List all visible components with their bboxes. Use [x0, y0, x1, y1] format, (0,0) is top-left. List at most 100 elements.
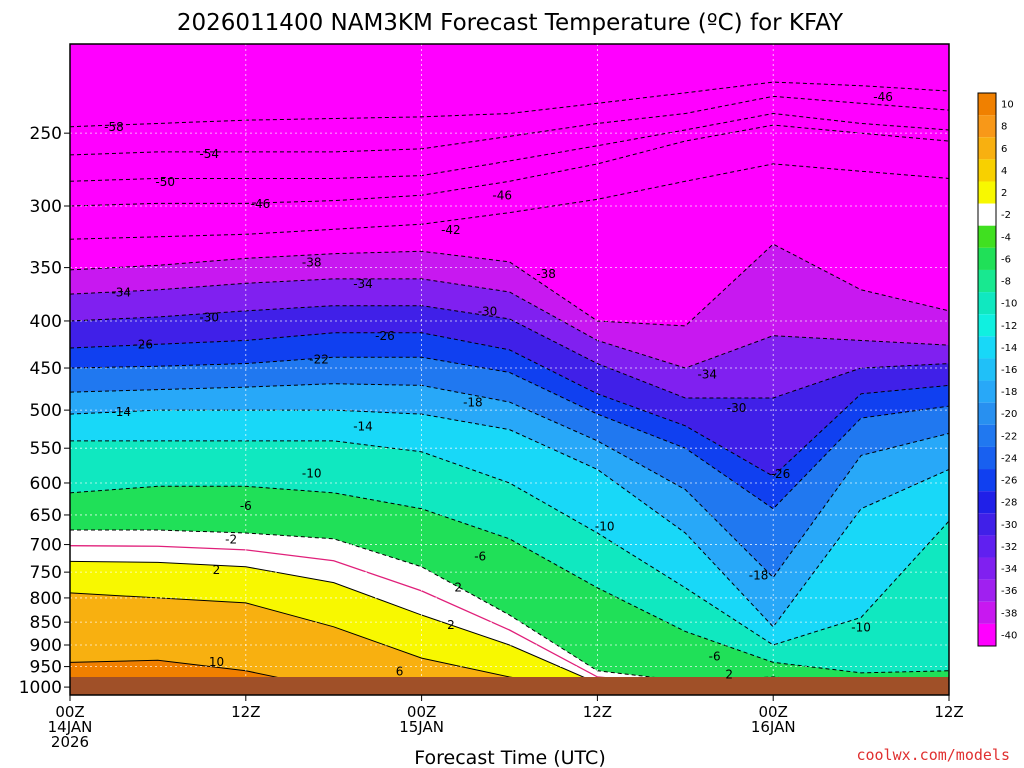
contour-label: 2: [447, 618, 455, 632]
colorbar-swatch: [978, 269, 996, 293]
isotherm--30: [70, 305, 949, 399]
x-tick-label: 12Z: [934, 703, 963, 721]
colorbar-label: -14: [1001, 343, 1017, 354]
y-tick-label: 500: [30, 401, 62, 421]
colorbar-swatch: [978, 159, 996, 182]
isotherm--22: [70, 356, 949, 510]
x-tick-label: 00Z: [407, 703, 436, 721]
colorbar-label: -40: [1001, 630, 1017, 641]
colorbar-frame: [977, 92, 997, 647]
x-tick-label: 00Z: [55, 703, 84, 721]
contour-label: -26: [771, 467, 791, 481]
contour-label: -6: [709, 649, 721, 663]
contour-label: -2: [225, 532, 237, 546]
colorbar-swatch: [978, 358, 996, 381]
y-tick-label: 900: [30, 636, 62, 656]
x-tick-label: 15JAN: [399, 718, 444, 736]
colorbar-label: -10: [1001, 299, 1017, 310]
contour-label: 2: [725, 668, 733, 682]
contour-label: -46: [873, 90, 893, 104]
isotherm--54: [70, 95, 949, 156]
colorbar-swatch: [978, 292, 996, 315]
contour-label: 2: [213, 563, 221, 577]
colorbar-swatch: [978, 137, 996, 160]
colorbar-label: -22: [1001, 431, 1017, 442]
isotherm--14: [70, 409, 949, 628]
contour-label: -46: [251, 197, 271, 211]
y-tick-label: 650: [30, 506, 62, 526]
contour-label: -14: [353, 419, 373, 433]
colorbar-swatch: [978, 424, 996, 447]
colorbar-label: -32: [1001, 542, 1017, 553]
contour-label: -10: [851, 620, 871, 634]
contour-label: -6: [474, 549, 486, 563]
colorbar-swatch: [978, 93, 996, 116]
y-tick-label: 250: [30, 124, 62, 144]
y-tick-label: 750: [30, 563, 62, 583]
colorbar-label: -36: [1001, 586, 1017, 597]
contour-label: 2: [454, 580, 462, 594]
colorbar-swatch: [978, 336, 996, 359]
colorbar-swatch: [978, 623, 996, 646]
contour-label: -26: [375, 329, 395, 343]
contour-label: -30: [727, 401, 747, 415]
contour-labels: -58 -54 -50 -46 -46 -46 -42 -38 -38 -34 -34 -34 -30 -…: [104, 90, 893, 682]
colorbar-label: -16: [1001, 365, 1017, 376]
colorbar-swatch: [978, 469, 996, 492]
colorbar-label: -34: [1001, 564, 1017, 575]
colorbar-label: -8: [1001, 277, 1011, 288]
colorbar-swatch: [978, 535, 996, 558]
colorbar-swatch: [978, 115, 996, 138]
chart-title: 2026011400 NAM3KM Forecast Temperature (…: [177, 10, 844, 36]
colorbar-label: -26: [1001, 476, 1017, 487]
isotherm--42: [70, 163, 949, 240]
contour-label: 10: [209, 655, 224, 669]
ground-surface: [70, 677, 949, 695]
contour-label: -14: [111, 405, 131, 419]
isotherm--34: [70, 278, 949, 369]
x-tick-label: 12Z: [583, 703, 612, 721]
colorbar-label: -30: [1001, 520, 1017, 531]
x-tick-label: 2026: [51, 733, 89, 751]
x-tick-label: 00Z: [759, 703, 788, 721]
x-tick-label: 14JAN: [48, 718, 93, 736]
contour-label: -58: [104, 120, 124, 134]
isotherm--10: [70, 440, 949, 646]
colorbar-label: 10: [1001, 100, 1014, 111]
x-axis-label: Forecast Time (UTC): [414, 747, 605, 768]
contour-label: -42: [441, 223, 461, 237]
y-tick-label: 950: [30, 658, 62, 678]
y-tick-label: 800: [30, 589, 62, 609]
contour-label: -54: [199, 147, 219, 161]
colorbar-swatch: [978, 181, 996, 204]
colorbar-label: -4: [1001, 232, 1011, 243]
contour-label: -26: [133, 338, 153, 352]
y-tick-label: 300: [30, 197, 62, 217]
contour-label: -6: [240, 499, 252, 513]
contour-label: -30: [478, 304, 498, 318]
y-tick-label: 850: [30, 613, 62, 633]
colorbar-swatch: [978, 513, 996, 536]
contour-label: -34: [697, 368, 717, 382]
y-tick-label: 350: [30, 259, 62, 279]
colorbar-label: 8: [1001, 122, 1007, 133]
y-axis: 250 300 350 400 450 500 550 600 650 700 750 800 850 9…: [19, 124, 70, 698]
y-tick-label: 600: [30, 474, 62, 494]
colorbar-label: -28: [1001, 498, 1017, 509]
plot-frame: [69, 43, 950, 696]
isotherm--18: [70, 383, 949, 579]
colorbar-swatch: [978, 247, 996, 270]
colorbar-swatch: [978, 601, 996, 624]
colorbar-swatch: [978, 402, 996, 425]
temperature-bands: [70, 44, 949, 695]
colorbar-label: -12: [1001, 321, 1017, 332]
isotherm--38: [70, 243, 949, 327]
contour-label: -50: [155, 175, 175, 189]
y-tick-label: 700: [30, 536, 62, 556]
y-tick-label: 400: [30, 312, 62, 332]
colorbar-swatch: [978, 579, 996, 602]
colorbar-label: -24: [1001, 453, 1017, 464]
colorbar-swatch: [978, 557, 996, 580]
x-tick-label: 16JAN: [751, 718, 796, 736]
